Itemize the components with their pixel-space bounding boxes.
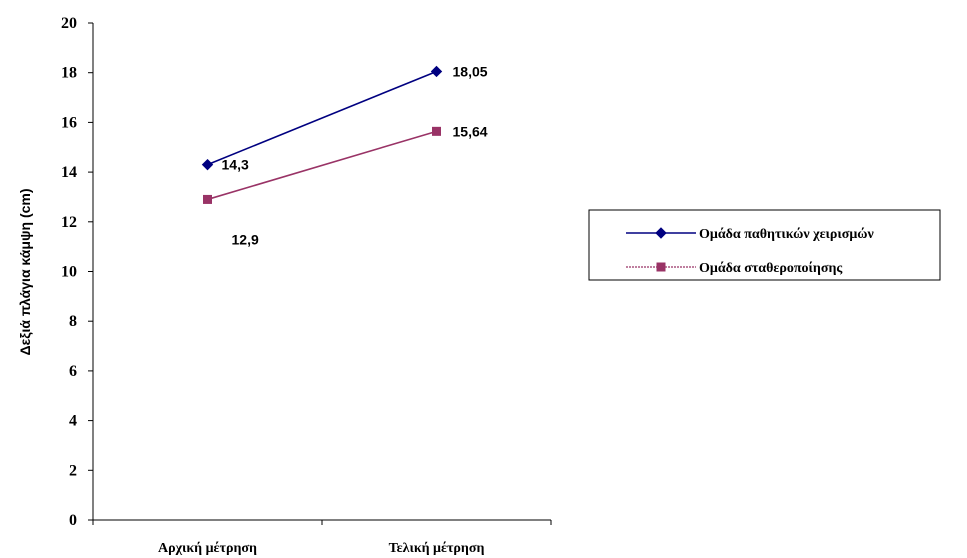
x-category-label: Τελική μέτρηση: [389, 541, 485, 556]
y-tick-label: 2: [69, 462, 77, 479]
series-2-point: [432, 126, 441, 136]
x-categories: Αρχική μέτρηση Τελική μέτρηση: [92, 520, 552, 556]
data-label: 15,64: [453, 123, 488, 139]
legend: Ομάδα παθητικών χειρισμών Ομάδα σταθεροπο…: [588, 209, 941, 281]
y-tick-label: 14: [61, 164, 77, 181]
legend-marker-1: [655, 227, 667, 239]
y-tick-label: 16: [61, 114, 77, 131]
series-1-point: [201, 158, 214, 171]
y-tick-label: 12: [61, 214, 77, 231]
data-labels: 14,3 18,05 12,9 15,64: [222, 63, 488, 247]
y-tick-label: 0: [69, 512, 77, 529]
data-label: 18,05: [453, 63, 488, 79]
series-line-2: [207, 130, 437, 201]
series-line-1: [207, 70, 437, 166]
legend-box: [588, 209, 941, 281]
y-tick-label: 8: [69, 313, 77, 330]
series-2-point: [203, 194, 212, 204]
legend-label-1: Ομάδα παθητικών χειρισμών: [699, 227, 875, 242]
y-tick-label: 4: [69, 413, 77, 430]
y-tick-label: 10: [61, 264, 77, 281]
axes: [92, 23, 551, 521]
data-label: 12,9: [232, 231, 259, 247]
y-tick-label: 18: [61, 65, 77, 82]
x-category-label: Αρχική μέτρηση: [158, 541, 257, 556]
y-tick-label: 20: [61, 15, 77, 32]
series-group: [201, 65, 443, 204]
y-axis-label: Δεξιά πλάγια κάμψη (cm): [17, 189, 33, 356]
legend-marker-2: [656, 262, 666, 272]
series-1-point: [430, 65, 443, 78]
y-tick-label: 6: [69, 363, 77, 380]
y-ticks: 0 2 4 6 8 10 12 14 16 18 20: [61, 15, 93, 529]
legend-label-2: Ομάδα σταθεροποίησης: [699, 261, 843, 276]
data-label: 14,3: [222, 157, 249, 173]
